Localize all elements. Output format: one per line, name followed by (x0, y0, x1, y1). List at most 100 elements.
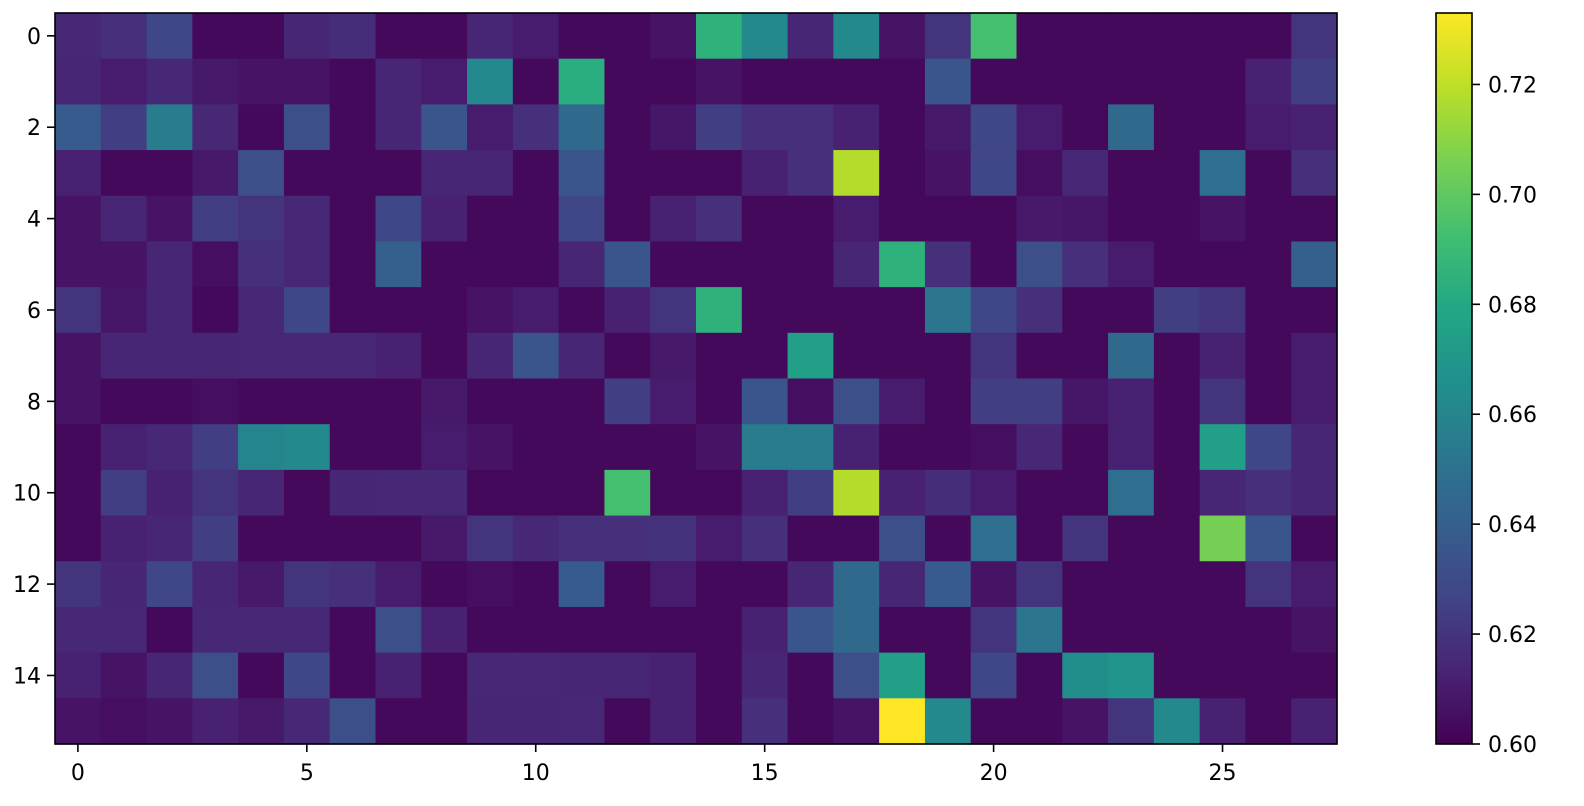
heatmap-cell (1016, 13, 1063, 60)
heatmap-cell (1062, 561, 1109, 608)
heatmap-cell (1245, 469, 1292, 517)
heatmap-cell (146, 698, 193, 745)
heatmap-cell (833, 698, 880, 745)
heatmap-cell (924, 698, 972, 745)
heatmap-cell (375, 424, 422, 471)
heatmap-cell (924, 150, 972, 197)
heatmap-cell (1245, 195, 1292, 243)
heatmap-cell (467, 561, 514, 608)
heatmap-cell (100, 150, 148, 197)
heatmap-cell (1153, 150, 1201, 197)
heatmap-cell (604, 698, 651, 745)
heatmap-cell (1108, 652, 1155, 699)
heatmap-cell (375, 13, 422, 60)
heatmap-cell (970, 150, 1018, 197)
heatmap-cell (467, 424, 514, 471)
heatmap-cell (1245, 332, 1292, 380)
heatmap-cell (696, 13, 743, 60)
heatmap-cell (421, 332, 468, 380)
heatmap-cell (283, 287, 331, 334)
heatmap-cell (1153, 195, 1201, 243)
heatmap-cell (696, 150, 743, 197)
heatmap-cell (421, 698, 468, 745)
heatmap-cell (421, 104, 468, 151)
heatmap-cell (1153, 606, 1201, 654)
heatmap-cell (1199, 606, 1247, 654)
heatmap-cell (558, 469, 606, 517)
heatmap-cell (833, 58, 880, 105)
heatmap-cell (100, 652, 148, 699)
heatmap-cell (146, 469, 193, 517)
y-tick-label: 10 (13, 482, 41, 507)
heatmap-cell (146, 561, 193, 608)
heatmap-cell (421, 195, 468, 243)
heatmap-cell (1153, 378, 1201, 425)
heatmap-cell (100, 515, 148, 562)
colorbar-tick-label: 0.66 (1488, 403, 1537, 428)
heatmap-cell (1108, 561, 1155, 608)
heatmap-cell (604, 58, 651, 105)
heatmap-cell (329, 287, 377, 334)
heatmap-cell (238, 469, 285, 517)
heatmap-cell (696, 58, 743, 105)
heatmap-cell (283, 104, 331, 151)
heatmap-cell (1291, 378, 1338, 425)
heatmap-cell (1245, 378, 1292, 425)
heatmap-cell (238, 515, 285, 562)
heatmap-cell (741, 424, 789, 471)
heatmap-cell (329, 515, 377, 562)
heatmap-cell (1153, 287, 1201, 334)
heatmap-cell (1291, 13, 1338, 60)
heatmap-cell (1291, 424, 1338, 471)
heatmap-cell (283, 561, 331, 608)
heatmap-cell (55, 606, 102, 654)
heatmap-cell (375, 104, 422, 151)
heatmap-cell (467, 652, 514, 699)
heatmap-cell (1199, 13, 1247, 60)
heatmap-cell (421, 150, 468, 197)
heatmap-cell (1153, 332, 1201, 380)
heatmap-cell (375, 561, 422, 608)
heatmap-cell (1153, 104, 1201, 151)
heatmap-cell (558, 58, 606, 105)
heatmap-cell (741, 469, 789, 517)
heatmap-cell (696, 195, 743, 243)
heatmap-cell (604, 515, 651, 562)
heatmap-cell (283, 195, 331, 243)
heatmap-cell (467, 698, 514, 745)
heatmap-cell (1291, 698, 1338, 745)
heatmap-cell (1291, 58, 1338, 105)
heatmap-cell (924, 378, 972, 425)
heatmap-cell (512, 104, 560, 151)
heatmap-cell (329, 469, 377, 517)
heatmap-cell (467, 104, 514, 151)
heatmap-cell (1108, 606, 1155, 654)
heatmap-cell (329, 195, 377, 243)
heatmap-cell (696, 606, 743, 654)
heatmap-cell (696, 332, 743, 380)
heatmap-cell (879, 424, 926, 471)
heatmap-cell (787, 13, 834, 60)
plot-frame (54, 12, 1338, 745)
heatmap-cell (1016, 606, 1063, 654)
heatmap-cell (238, 698, 285, 745)
heatmap-cell (329, 104, 377, 151)
heatmap-cell (329, 606, 377, 654)
heatmap-cell (329, 698, 377, 745)
heatmap-cell (1062, 698, 1109, 745)
heatmap-cell (604, 150, 651, 197)
heatmap-cell (146, 378, 193, 425)
heatmap-cell (100, 424, 148, 471)
heatmap-cell (970, 13, 1018, 60)
heatmap-cell (833, 104, 880, 151)
heatmap-cell (421, 606, 468, 654)
heatmap-cell (787, 652, 834, 699)
heatmap-cell (512, 58, 560, 105)
heatmap-cell (879, 287, 926, 334)
heatmap-cell (1245, 652, 1292, 699)
heatmap-cell (1153, 424, 1201, 471)
heatmap-cell (421, 515, 468, 562)
heatmap-cell (1245, 606, 1292, 654)
heatmap-cell (833, 424, 880, 471)
heatmap-cell (512, 515, 560, 562)
